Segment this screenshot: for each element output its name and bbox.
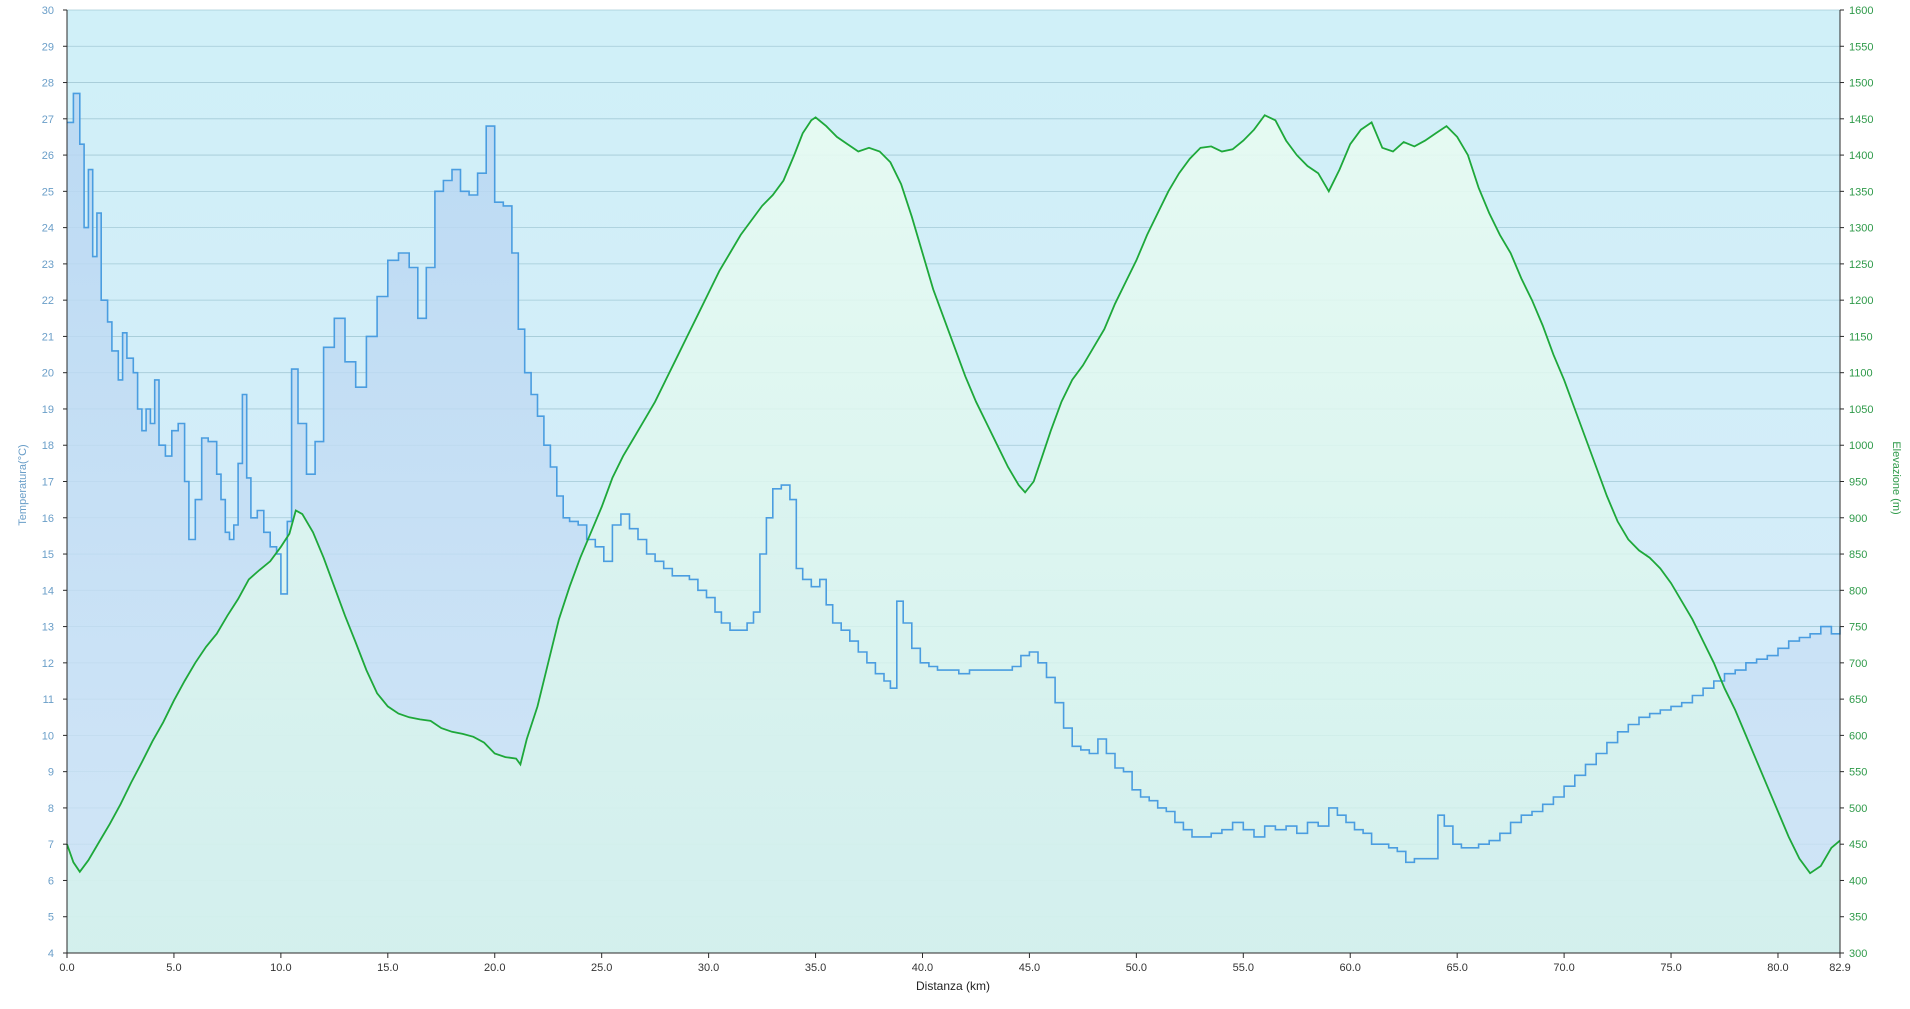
x-tick-label: 50.0	[1126, 962, 1147, 974]
x-tick-label: 25.0	[591, 962, 612, 974]
x-tick-label: 70.0	[1553, 962, 1574, 974]
left-tick-label: 15	[42, 549, 54, 561]
left-tick-label: 9	[48, 767, 54, 779]
left-tick-label: 22	[42, 295, 54, 307]
left-tick-label: 21	[42, 331, 54, 343]
x-tick-label: 35.0	[805, 962, 826, 974]
x-tick-label: 65.0	[1446, 962, 1467, 974]
right-tick-label: 1000	[1849, 440, 1873, 452]
left-tick-label: 25	[42, 186, 54, 198]
left-tick-label: 14	[42, 585, 54, 597]
right-tick-label: 1100	[1849, 368, 1873, 380]
right-tick-label: 1450	[1849, 114, 1873, 126]
x-tick-label: 30.0	[698, 962, 719, 974]
elevation-area	[67, 115, 1840, 953]
left-tick-label: 11	[43, 694, 54, 706]
x-tick-label: 5.0	[166, 962, 181, 974]
x-tick-label: 40.0	[912, 962, 933, 974]
tick-labels: 4 5 6 7 8 9 10 11 12 13 14 15 16 17 18 19 20 21 22 23 24 25 26…	[42, 5, 1874, 974]
left-tick-label: 19	[42, 404, 54, 416]
right-tick-label: 850	[1849, 549, 1867, 561]
right-tick-label: 1300	[1849, 223, 1873, 235]
x-tick-label: 10.0	[270, 962, 291, 974]
left-tick-label: 8	[48, 803, 54, 815]
left-tick-label: 26	[42, 150, 54, 162]
right-tick-label: 600	[1849, 730, 1867, 742]
x-tick-label: 0.0	[59, 962, 74, 974]
x-tick-label: 60.0	[1340, 962, 1361, 974]
right-tick-label: 1050	[1849, 404, 1873, 416]
right-tick-label: 300	[1849, 948, 1867, 960]
series-fills	[67, 93, 1840, 953]
left-tick-label: 13	[42, 622, 54, 634]
right-tick-label: 500	[1849, 803, 1867, 815]
right-tick-label: 1500	[1849, 78, 1873, 90]
left-tick-label: 28	[42, 78, 54, 90]
left-tick-label: 7	[48, 839, 54, 851]
x-tick-label: 82.9	[1829, 962, 1850, 974]
left-tick-label: 27	[42, 114, 54, 126]
right-tick-label: 750	[1849, 622, 1867, 634]
right-tick-label: 1200	[1849, 295, 1873, 307]
x-tick-label: 80.0	[1767, 962, 1788, 974]
right-tick-label: 700	[1849, 658, 1867, 670]
left-tick-label: 4	[48, 948, 54, 960]
left-tick-label: 23	[42, 259, 54, 271]
right-axis-label: Elevazione (m)	[1890, 441, 1902, 514]
right-tick-label: 800	[1849, 585, 1867, 597]
x-tick-label: 75.0	[1660, 962, 1681, 974]
right-tick-label: 400	[1849, 875, 1867, 887]
right-tick-label: 1400	[1849, 150, 1873, 162]
right-tick-label: 350	[1849, 912, 1867, 924]
left-tick-label: 17	[42, 477, 54, 489]
right-tick-label: 1150	[1849, 331, 1873, 343]
left-tick-label: 16	[42, 513, 54, 525]
left-tick-label: 20	[42, 368, 54, 380]
x-axis-label: Distanza (km)	[916, 979, 990, 993]
left-tick-label: 18	[42, 440, 54, 452]
temperature-area	[67, 93, 1840, 953]
x-tick-label: 20.0	[484, 962, 505, 974]
right-tick-label: 650	[1849, 694, 1867, 706]
left-tick-label: 12	[42, 658, 54, 670]
left-tick-label: 6	[48, 875, 54, 887]
x-tick-label: 55.0	[1233, 962, 1254, 974]
series-lines	[66, 92, 1841, 875]
left-tick-label: 29	[42, 41, 54, 53]
temperature-line	[67, 92, 1841, 864]
elevation-line	[66, 114, 1841, 875]
right-tick-label: 450	[1849, 839, 1867, 851]
right-tick-label: 1550	[1849, 41, 1873, 53]
right-tick-label: 900	[1849, 513, 1867, 525]
left-tick-label: 10	[42, 730, 54, 742]
right-tick-label: 1250	[1849, 259, 1873, 271]
right-tick-label: 1350	[1849, 186, 1873, 198]
left-tick-label: 24	[42, 223, 54, 235]
left-axis-label: Temperatura(°C)	[17, 444, 29, 525]
left-tick-label: 5	[48, 912, 54, 924]
right-tick-label: 1600	[1849, 5, 1873, 17]
left-tick-label: 30	[42, 5, 54, 17]
x-tick-label: 15.0	[377, 962, 398, 974]
right-tick-label: 950	[1849, 477, 1867, 489]
right-tick-label: 550	[1849, 767, 1867, 779]
x-tick-label: 45.0	[1019, 962, 1040, 974]
